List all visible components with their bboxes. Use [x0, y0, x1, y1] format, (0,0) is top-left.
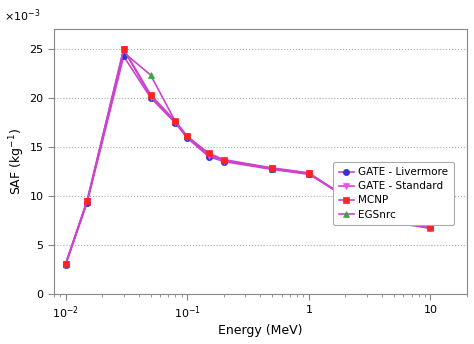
MCNP: [306, 171, 312, 175]
EGSnrc: [184, 135, 190, 139]
MCNP: [84, 199, 90, 203]
GATE - Standard: [269, 166, 275, 171]
MCNP: [148, 93, 154, 97]
Line: EGSnrc: EGSnrc: [63, 49, 434, 267]
GATE - Livermore: [173, 121, 178, 125]
X-axis label: Energy (MeV): Energy (MeV): [218, 324, 303, 337]
GATE - Standard: [184, 135, 190, 139]
MCNP: [343, 195, 348, 199]
Line: GATE - Standard: GATE - Standard: [63, 46, 434, 267]
Text: $\times10^{-3}$: $\times10^{-3}$: [4, 7, 41, 23]
Y-axis label: SAF (kg$^{-1}$): SAF (kg$^{-1}$): [7, 128, 27, 195]
GATE - Standard: [148, 95, 154, 99]
GATE - Standard: [121, 47, 127, 52]
EGSnrc: [428, 226, 433, 230]
MCNP: [206, 151, 211, 155]
GATE - Livermore: [428, 225, 433, 229]
EGSnrc: [148, 73, 154, 77]
MCNP: [63, 262, 68, 266]
MCNP: [184, 135, 190, 139]
GATE - Livermore: [391, 216, 397, 220]
GATE - Standard: [173, 120, 178, 124]
EGSnrc: [121, 50, 127, 54]
EGSnrc: [343, 195, 348, 200]
GATE - Livermore: [221, 160, 227, 164]
GATE - Livermore: [148, 96, 154, 100]
GATE - Standard: [84, 199, 90, 203]
GATE - Standard: [306, 171, 312, 175]
MCNP: [121, 47, 127, 51]
EGSnrc: [173, 120, 178, 124]
GATE - Livermore: [63, 263, 68, 267]
MCNP: [221, 158, 227, 162]
GATE - Livermore: [84, 201, 90, 205]
Line: MCNP: MCNP: [63, 46, 434, 267]
GATE - Livermore: [343, 194, 348, 198]
GATE - Livermore: [306, 172, 312, 176]
GATE - Livermore: [184, 136, 190, 140]
Line: GATE - Livermore: GATE - Livermore: [63, 53, 434, 268]
EGSnrc: [221, 158, 227, 162]
EGSnrc: [206, 153, 211, 157]
EGSnrc: [63, 262, 68, 266]
GATE - Standard: [428, 226, 433, 230]
Legend: GATE - Livermore, GATE - Standard, MCNP, EGSnrc: GATE - Livermore, GATE - Standard, MCNP,…: [333, 162, 454, 225]
MCNP: [173, 119, 178, 123]
EGSnrc: [269, 167, 275, 171]
GATE - Standard: [206, 153, 211, 158]
GATE - Livermore: [121, 54, 127, 58]
MCNP: [391, 215, 397, 219]
GATE - Standard: [221, 159, 227, 163]
EGSnrc: [306, 171, 312, 175]
MCNP: [428, 225, 433, 229]
EGSnrc: [391, 221, 397, 225]
EGSnrc: [84, 200, 90, 204]
MCNP: [269, 166, 275, 170]
GATE - Standard: [63, 262, 68, 266]
GATE - Livermore: [206, 154, 211, 159]
GATE - Standard: [343, 195, 348, 200]
GATE - Livermore: [269, 167, 275, 171]
GATE - Standard: [391, 218, 397, 223]
